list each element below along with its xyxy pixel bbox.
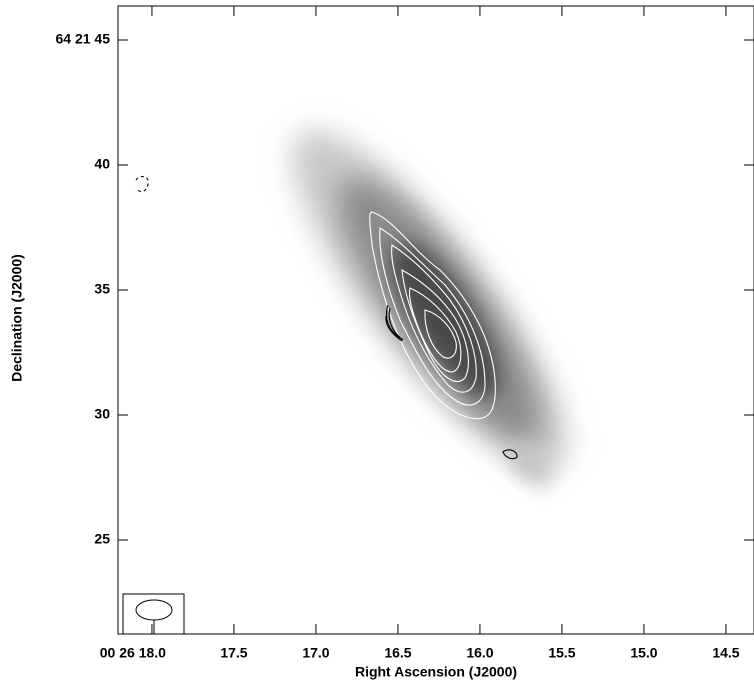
x-tick-label: 17.5 (220, 645, 247, 661)
y-axis-label: Declination (J2000) (9, 254, 25, 382)
x-tick-label: 15.0 (630, 645, 657, 661)
chart: 00 26 18.0 17.5 17.0 16.5 16.0 15.5 15.0 14.5 25… (0, 0, 754, 685)
x-axis-label: Right Ascension (J2000) (355, 664, 517, 680)
x-tick-label: 15.5 (548, 645, 575, 661)
x-tick-label: 14.5 (712, 645, 739, 661)
y-tick-label: 30 (94, 406, 110, 422)
x-tick-label: 00 26 18.0 (100, 645, 166, 661)
x-tick-label: 16.5 (384, 645, 411, 661)
y-tick-label: 35 (94, 281, 110, 297)
x-tick-label: 16.0 (466, 645, 493, 661)
y-tick-label: 40 (94, 156, 110, 172)
y-tick-label: 25 (94, 531, 110, 547)
beam (123, 594, 184, 634)
x-tick-label: 17.0 (302, 645, 329, 661)
y-tick-label: 64 21 45 (56, 31, 111, 47)
